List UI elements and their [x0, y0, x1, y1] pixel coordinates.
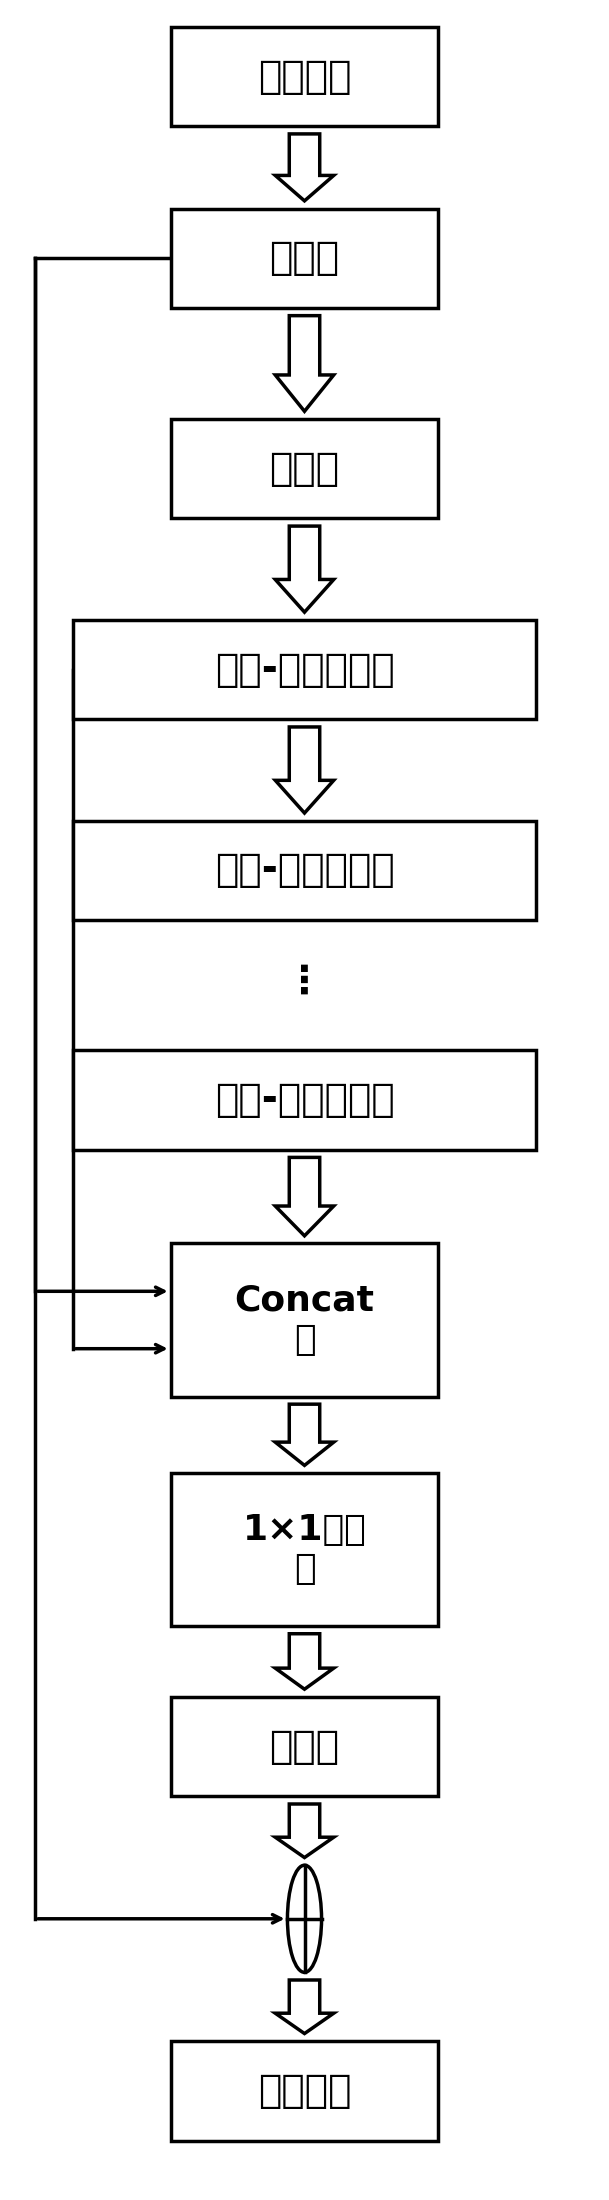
Text: 卷积层: 卷积层 — [269, 240, 340, 277]
Text: 卷积层: 卷积层 — [269, 449, 340, 488]
Circle shape — [287, 1866, 322, 1973]
Bar — [171, 1696, 438, 1797]
Bar — [171, 209, 438, 308]
Text: 噪声图片: 噪声图片 — [258, 57, 351, 95]
Text: ⋮: ⋮ — [285, 961, 324, 1001]
Text: 残差-密集连接块: 残差-密集连接块 — [214, 1080, 395, 1120]
Text: 残差-密集连接块: 残差-密集连接块 — [214, 851, 395, 889]
Bar — [171, 26, 438, 125]
Polygon shape — [275, 1157, 334, 1236]
Text: 残差图片: 残差图片 — [258, 2072, 351, 2110]
Bar — [171, 2042, 438, 2141]
Polygon shape — [275, 726, 334, 814]
Text: 残差-密集连接块: 残差-密集连接块 — [214, 651, 395, 689]
Bar — [73, 821, 536, 920]
Polygon shape — [275, 1804, 334, 1857]
Bar — [171, 1474, 438, 1626]
Bar — [73, 1049, 536, 1151]
Polygon shape — [275, 315, 334, 411]
Polygon shape — [275, 1635, 334, 1690]
Text: Concat
层: Concat 层 — [234, 1283, 375, 1357]
Polygon shape — [275, 1404, 334, 1465]
Text: 1×1卷积
层: 1×1卷积 层 — [242, 1514, 367, 1586]
Bar — [73, 620, 536, 719]
Polygon shape — [275, 526, 334, 612]
Bar — [171, 1243, 438, 1397]
Bar — [171, 418, 438, 519]
Polygon shape — [275, 134, 334, 200]
Text: 卷积层: 卷积层 — [269, 1727, 340, 1767]
Polygon shape — [275, 1980, 334, 2033]
